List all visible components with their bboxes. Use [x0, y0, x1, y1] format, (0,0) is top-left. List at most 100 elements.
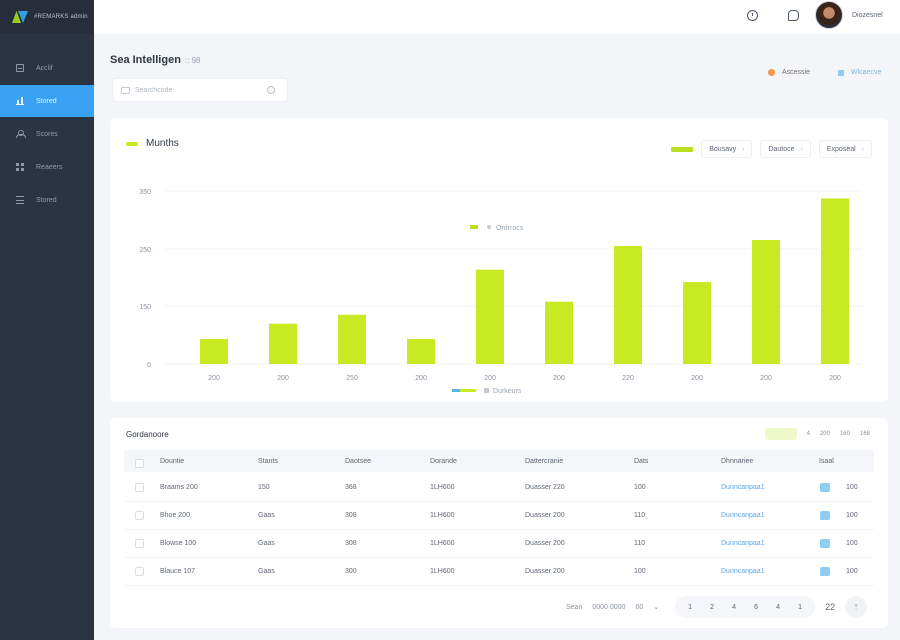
top-bar	[94, 0, 900, 34]
status-badge	[820, 567, 830, 576]
page-button[interactable]: 4	[776, 603, 781, 611]
select-all-checkbox[interactable]	[135, 459, 144, 468]
page-total: 22	[825, 602, 836, 612]
sidebar: #REMARKS admin Acclif Stored Scores Reae…	[0, 0, 94, 640]
per-page-select[interactable]: 00	[635, 603, 644, 611]
column-header[interactable]: Stants	[258, 458, 278, 465]
bar[interactable]	[338, 314, 366, 364]
sidebar-item-scores[interactable]: Scores	[0, 118, 94, 150]
clock-icon[interactable]	[747, 10, 758, 21]
row-checkbox[interactable]	[135, 511, 144, 520]
legend-label: Ascessie	[782, 69, 811, 76]
chart-title: Munths	[146, 138, 179, 149]
page-button[interactable]: 2	[710, 603, 715, 611]
table-cell: 100	[846, 540, 858, 547]
bar-chart-icon	[16, 97, 24, 105]
bar[interactable]	[407, 339, 435, 364]
x-tick-label: 200	[553, 375, 565, 382]
table-link[interactable]: Dunncanpaa1	[721, 540, 765, 547]
page-buttons: 1 2 4 6 4 1	[675, 596, 816, 618]
column-header[interactable]: Dhnnariee	[721, 458, 754, 465]
pagination-label: Sean	[566, 603, 583, 611]
page-button[interactable]: 1	[798, 603, 803, 611]
column-header[interactable]: Dats	[634, 458, 649, 465]
avatar[interactable]	[815, 1, 843, 29]
filter-dropdown-exposeal[interactable]: Exposeal ›	[818, 140, 872, 158]
sidebar-item-label: Scores	[36, 130, 58, 138]
x-tick-label: 250	[346, 375, 358, 382]
bar[interactable]	[545, 301, 573, 364]
column-header[interactable]: Isaal	[819, 458, 834, 465]
table-cell: 1LH600	[430, 540, 455, 547]
status-badge	[820, 511, 830, 520]
table-cell: Braams 200	[160, 484, 198, 491]
chevron-right-icon: ›	[861, 145, 864, 153]
table-row[interactable]: Braams 200 150 368 1LH600 Duasser 220 10…	[124, 474, 874, 502]
next-page-icon[interactable]: ⇡	[845, 596, 868, 618]
page-button[interactable]: 4	[732, 603, 737, 611]
bar[interactable]	[683, 282, 711, 364]
inner-legend-label: Ordrrocs	[496, 225, 524, 232]
app-logo[interactable]: #REMARKS admin	[0, 0, 94, 34]
table-link[interactable]: Dunncanpaa1	[721, 568, 765, 575]
table-cell: 100	[634, 484, 646, 491]
logo-text: #REMARKS admin	[34, 14, 88, 20]
y-tick-label: 0	[147, 362, 151, 369]
export-button[interactable]	[764, 428, 797, 440]
sidebar-item-label: Acclif	[36, 64, 53, 72]
x-tick-label: 200	[208, 375, 220, 382]
table-cell: Duasser 200	[525, 568, 565, 575]
x-tick-label: 200	[415, 375, 427, 382]
y-tick-label: 250	[139, 247, 151, 254]
chevron-down-icon[interactable]: ⌄	[653, 604, 660, 611]
table-tool-a[interactable]: 200	[819, 431, 830, 437]
bar[interactable]	[752, 239, 780, 364]
chart-card: Munths Bousavy › Dautoce › Exposeal › 0 1…	[110, 118, 888, 402]
table-row[interactable]: Blowse 100 Gaas 308 1LH600 Duasser 200 1…	[124, 530, 874, 558]
table-link[interactable]: Dunncanpaa1	[721, 512, 765, 519]
chart-card-title: Munths	[126, 138, 179, 149]
bar[interactable]	[821, 198, 849, 364]
column-header[interactable]: Dorande	[430, 458, 457, 465]
page-button[interactable]: 6	[754, 603, 759, 611]
page-button[interactable]: 1	[688, 603, 693, 611]
table-link[interactable]: Dunncanpaa1	[721, 484, 765, 491]
table-tool-c[interactable]: 168	[859, 431, 870, 437]
list-icon	[16, 196, 24, 204]
legend-swatch-blue	[452, 389, 460, 392]
filter-dropdown-bousavy[interactable]: Bousavy ›	[701, 140, 753, 158]
row-checkbox[interactable]	[135, 567, 144, 576]
column-header[interactable]: Dattercranie	[525, 458, 564, 465]
sidebar-nav: Acclif Stored Scores Reaeers Stored	[0, 52, 94, 216]
filter-dropdown-dautoce[interactable]: Dautoce ›	[760, 140, 811, 158]
table-tool-b[interactable]: 160	[839, 431, 850, 437]
table-cell: 100	[634, 568, 646, 575]
table-cell: Bhoe 200	[160, 512, 190, 519]
username[interactable]: Diozesnel	[852, 12, 883, 19]
column-header[interactable]: Daotsee	[345, 458, 372, 465]
grid-icon	[16, 163, 24, 171]
bar[interactable]	[476, 269, 504, 364]
bar[interactable]	[269, 323, 297, 364]
bottom-legend-label: Durkeurs	[493, 388, 522, 395]
status-badge	[820, 483, 830, 492]
row-checkbox[interactable]	[135, 483, 144, 492]
table-row[interactable]: Blauce 107 Gaas 300 1LH600 Duasser 200 1…	[124, 558, 874, 586]
search-input[interactable]	[135, 83, 275, 98]
sidebar-item-stored[interactable]: Stored	[0, 184, 94, 216]
row-checkbox[interactable]	[135, 539, 144, 548]
sidebar-item-reaeers[interactable]: Reaeers	[0, 151, 94, 183]
table-row[interactable]: Bhoe 200 Gaas 308 1LH600 Duasser 200 110…	[124, 502, 874, 530]
status-badge	[820, 539, 830, 548]
bar[interactable]	[614, 245, 642, 364]
bar[interactable]	[200, 339, 228, 364]
search-icon[interactable]	[267, 86, 275, 94]
sidebar-item-stored-active[interactable]: Stored	[0, 85, 94, 117]
table-cell: 1LH600	[430, 512, 455, 519]
chevron-right-icon: ›	[742, 145, 745, 153]
chat-icon[interactable]	[788, 10, 799, 21]
sidebar-item-acclif[interactable]: Acclif	[0, 52, 94, 84]
table-tool-count[interactable]: 4	[806, 431, 810, 437]
column-header[interactable]: Dountie	[160, 458, 185, 465]
page-title-text: Sea Intelligen	[110, 54, 181, 66]
